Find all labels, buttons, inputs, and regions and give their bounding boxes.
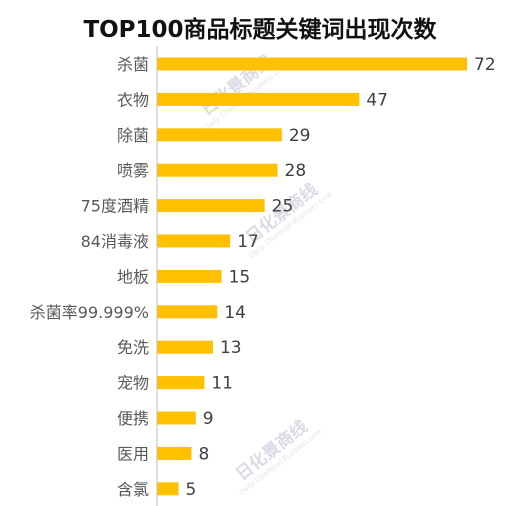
- category-label: 便携: [117, 409, 149, 428]
- category-label: 75度酒精: [81, 197, 149, 216]
- value-label: 9: [203, 409, 214, 429]
- value-label: 14: [224, 303, 246, 323]
- bar: [157, 128, 282, 142]
- bar: [157, 446, 192, 460]
- category-label: 宠物: [117, 374, 149, 393]
- bar: [157, 305, 218, 319]
- value-label: 5: [186, 480, 197, 500]
- category-label: 除菌: [117, 126, 149, 145]
- category-label: 喷雾: [117, 161, 149, 180]
- bar: [157, 340, 213, 354]
- category-label: 医用: [117, 444, 149, 463]
- bar: [157, 163, 278, 177]
- category-label: 地板: [117, 267, 149, 286]
- value-label: 72: [474, 55, 496, 75]
- category-label: 免洗: [117, 338, 149, 357]
- value-label: 11: [211, 374, 233, 394]
- bars-group: [157, 57, 467, 496]
- category-label: 衣物: [117, 90, 149, 109]
- value-label: 17: [237, 232, 259, 252]
- value-label: 15: [229, 267, 251, 287]
- category-label: 含氯: [117, 480, 149, 499]
- value-label: 25: [272, 197, 294, 217]
- value-label: 13: [220, 338, 242, 358]
- value-label: 47: [366, 90, 388, 110]
- watermark-bottom: 日化景商线 Daily Chemical Business Line: [232, 416, 324, 497]
- bar: [157, 411, 196, 425]
- bar: [157, 376, 205, 390]
- category-label: 杀菌率99.999%: [30, 303, 149, 322]
- value-label: 28: [285, 161, 307, 181]
- chart-title: TOP100商品标题关键词出现次数: [83, 16, 437, 43]
- category-label: 杀菌: [117, 55, 149, 74]
- value-labels-group: 72 47 29 28 25 17 15 14 13 11 9 85: [186, 55, 496, 500]
- value-label: 8: [198, 444, 209, 464]
- bar: [157, 92, 360, 106]
- value-label: 29: [289, 126, 311, 146]
- bar: [157, 482, 179, 496]
- bar: [157, 234, 231, 248]
- category-label: 84消毒液: [81, 232, 149, 251]
- bar: [157, 199, 265, 213]
- bar: [157, 269, 222, 283]
- bar: [157, 57, 467, 71]
